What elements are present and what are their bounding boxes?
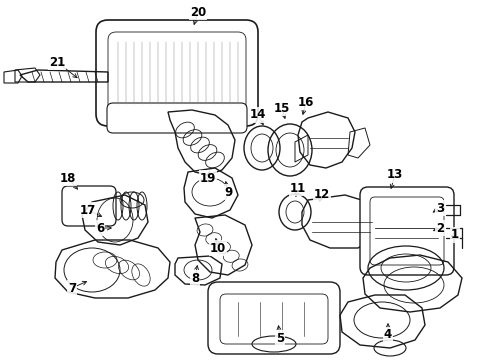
Text: 3: 3 xyxy=(436,202,444,215)
FancyBboxPatch shape xyxy=(370,197,444,265)
Text: 17: 17 xyxy=(80,203,96,216)
FancyBboxPatch shape xyxy=(208,282,340,354)
FancyBboxPatch shape xyxy=(107,103,247,133)
Text: 21: 21 xyxy=(49,55,65,68)
Text: 9: 9 xyxy=(224,185,232,198)
Text: 7: 7 xyxy=(68,282,76,294)
Text: 11: 11 xyxy=(290,181,306,194)
FancyBboxPatch shape xyxy=(62,186,116,226)
Text: 6: 6 xyxy=(96,221,104,234)
FancyBboxPatch shape xyxy=(108,32,246,114)
Text: 4: 4 xyxy=(384,328,392,342)
Text: 20: 20 xyxy=(190,5,206,18)
Text: 14: 14 xyxy=(250,108,266,122)
Text: 5: 5 xyxy=(276,332,284,345)
FancyBboxPatch shape xyxy=(220,294,328,344)
Text: 19: 19 xyxy=(200,171,216,184)
Text: 10: 10 xyxy=(210,242,226,255)
Text: 16: 16 xyxy=(298,95,314,108)
Text: 15: 15 xyxy=(274,102,290,114)
Text: 13: 13 xyxy=(387,168,403,181)
FancyBboxPatch shape xyxy=(96,20,258,126)
FancyBboxPatch shape xyxy=(360,187,454,275)
Text: 1: 1 xyxy=(451,229,459,242)
Text: 8: 8 xyxy=(191,271,199,284)
Text: 12: 12 xyxy=(314,189,330,202)
Text: 18: 18 xyxy=(60,171,76,184)
Text: 2: 2 xyxy=(436,221,444,234)
